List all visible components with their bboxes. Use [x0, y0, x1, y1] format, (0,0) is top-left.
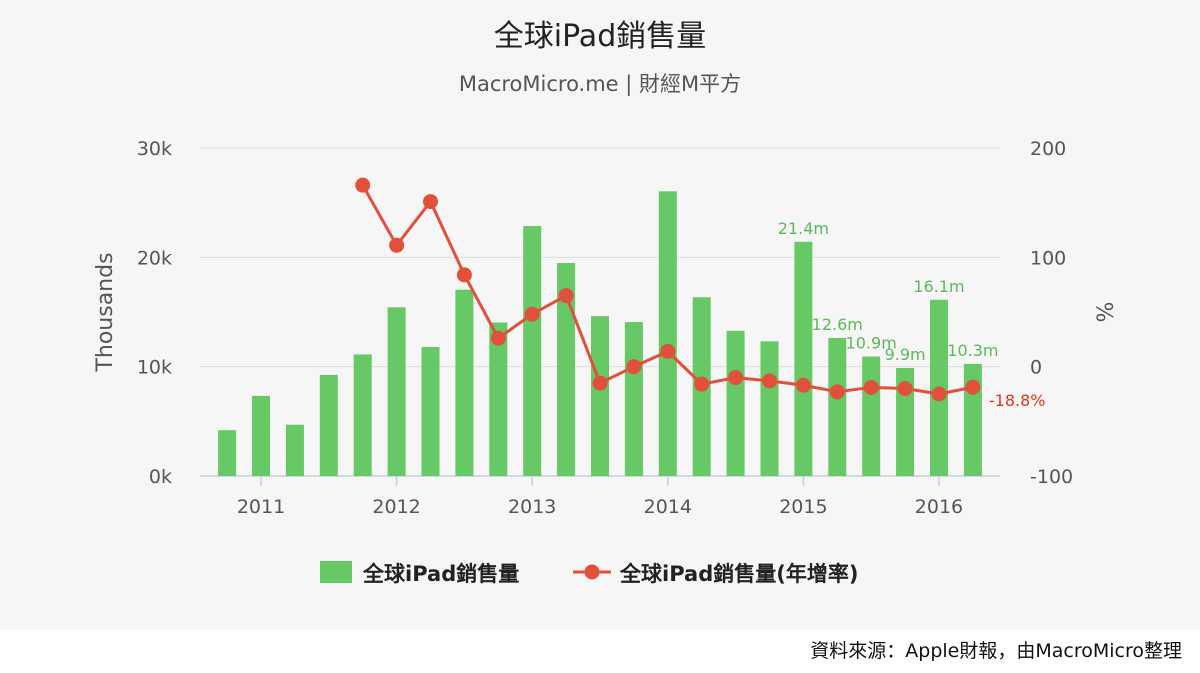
bar-data-label: 16.1m [913, 277, 964, 296]
legend-item-sales[interactable]: 全球iPad銷售量 [320, 561, 519, 586]
legend-bar-swatch [320, 561, 352, 583]
bar [658, 191, 677, 476]
x-tick-label: 2016 [915, 496, 963, 518]
y-right-tick-label: -100 [1030, 466, 1073, 488]
line-point [863, 379, 879, 395]
source-note: 資料來源：Apple財報，由MacroMicro整理 [810, 640, 1182, 662]
line-point [456, 267, 472, 283]
x-tick-label: 2013 [508, 496, 556, 518]
bar [760, 341, 779, 476]
y-left-tick-label: 0k [149, 466, 172, 488]
line-point [660, 343, 676, 359]
bar [353, 354, 372, 476]
bar [387, 307, 406, 476]
bar [421, 346, 440, 476]
y-left-tick-label: 30k [137, 138, 172, 160]
y-right-tick-label: 0 [1030, 357, 1042, 379]
bar-data-label: 12.6m [812, 315, 863, 334]
bar [591, 316, 609, 476]
line-series [355, 177, 981, 402]
line-point [897, 381, 913, 397]
bar [557, 263, 576, 476]
legend-label-sales: 全球iPad銷售量 [362, 562, 519, 586]
line-point [423, 194, 439, 210]
chart-container: 全球iPad銷售量 MacroMicro.me | 財經M平方 21.4m 12.… [93, 19, 1119, 586]
bar-data-label: 9.9m [885, 345, 926, 364]
bar [252, 395, 271, 476]
line-point [761, 373, 777, 389]
line-point [965, 379, 981, 395]
line-point [829, 384, 845, 400]
bar-data-label: 10.9m [846, 333, 897, 352]
bar [726, 330, 745, 476]
bar-data-label: 10.3m [947, 341, 998, 360]
bar [285, 424, 304, 476]
x-tick-label: 2012 [372, 496, 420, 518]
y-left-tick-label: 10k [137, 357, 172, 379]
y-left-tick-label: 20k [137, 247, 172, 269]
x-tick-label: 2011 [237, 496, 285, 518]
bar-data-label: 21.4m [778, 219, 829, 238]
chart-svg: 全球iPad銷售量 MacroMicro.me | 財經M平方 21.4m 12.… [93, 19, 1119, 586]
line-point [626, 359, 642, 375]
bar-series [218, 191, 982, 476]
bar [523, 226, 542, 476]
line-point [389, 237, 405, 253]
line-point [795, 377, 811, 393]
y-right-tick-label: 200 [1030, 138, 1066, 160]
line-point [592, 375, 608, 391]
bar [624, 322, 643, 476]
legend-marker-swatch [584, 564, 600, 580]
line-point [728, 370, 744, 386]
line-data-label: -18.8% [989, 391, 1046, 410]
line-point [355, 177, 371, 193]
legend-label-yoy: 全球iPad銷售量(年增率) [619, 562, 858, 586]
y-right-tick-label: 100 [1030, 247, 1066, 269]
bar [828, 338, 847, 476]
line-point [931, 386, 947, 402]
chart-title: 全球iPad銷售量 [494, 19, 707, 54]
chart-subtitle: MacroMicro.me | 財經M平方 [459, 72, 741, 97]
y-left-axis-title: Thousands [93, 252, 118, 372]
line-point [558, 288, 574, 304]
bar [455, 289, 474, 476]
line-point [490, 330, 506, 346]
bar [862, 356, 881, 476]
line-point [524, 306, 540, 322]
legend[interactable]: 全球iPad銷售量 全球iPad銷售量(年增率) [320, 561, 858, 586]
bar [896, 367, 915, 476]
axis-ticks: 0k -100 10k 0 20k 100 30k 200 2011 2012 2013 2014 20… [137, 138, 1073, 518]
legend-item-yoy[interactable]: 全球iPad銷售量(年增率) [573, 562, 858, 586]
line-point [694, 376, 710, 392]
y-right-axis-title: % [1094, 302, 1119, 323]
x-tick-label: 2015 [779, 496, 827, 518]
footer: 資料來源：Apple財報，由MacroMicro整理 [0, 630, 1200, 673]
bar [489, 322, 508, 476]
x-tick-label: 2014 [644, 496, 692, 518]
bar [319, 374, 338, 476]
bar [794, 241, 813, 476]
bar [218, 430, 237, 476]
